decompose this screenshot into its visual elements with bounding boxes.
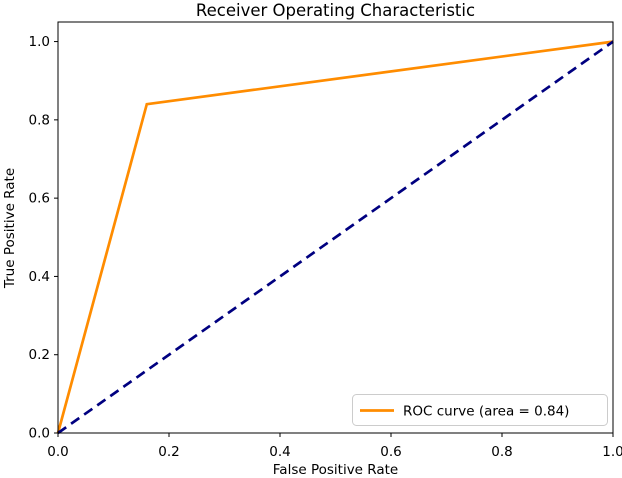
y-tick-label: 0.8 xyxy=(29,112,50,128)
y-tick-label: 1.0 xyxy=(29,34,50,50)
x-tick-label: 1.0 xyxy=(602,444,622,460)
x-tick-label: 0.0 xyxy=(47,444,68,460)
x-tick-label: 0.4 xyxy=(269,444,290,460)
plot-area: 0.0 0.2 0.4 0.6 0.8 1.0 0.0 0.2 0.4 0.6 0.8 1.0 xyxy=(29,21,622,460)
x-tick-label: 0.6 xyxy=(380,444,401,460)
series-line-1 xyxy=(57,40,614,435)
legend: ROC curve (area = 0.84) xyxy=(352,394,608,426)
y-tick-label: 0.4 xyxy=(29,269,50,285)
legend-roc-label: ROC curve (area = 0.84) xyxy=(403,404,569,420)
y-axis-label: True Positive Rate xyxy=(2,168,18,289)
y-tick-label: 0.0 xyxy=(29,426,50,442)
y-tick-label: 0.2 xyxy=(29,347,50,363)
x-tick-label: 0.8 xyxy=(491,444,512,460)
y-tick-label: 0.6 xyxy=(29,191,50,207)
chart-title: Receiver Operating Characteristic xyxy=(196,1,475,20)
axes-border xyxy=(57,21,614,434)
legend-box xyxy=(352,394,608,426)
x-tick-label: 0.2 xyxy=(158,444,179,460)
series-line-0 xyxy=(56,40,614,434)
x-axis-label: False Positive Rate xyxy=(273,462,398,478)
